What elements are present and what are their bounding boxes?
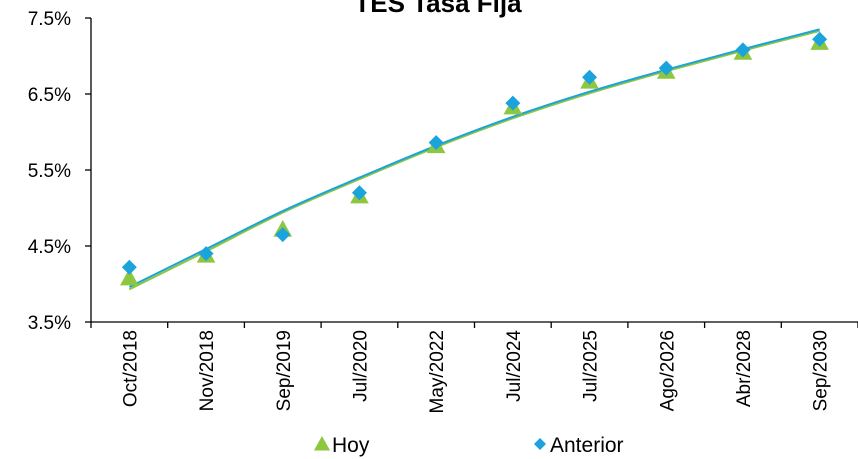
marker-anterior	[658, 60, 674, 76]
axes: 3.5% 4.5% 5.5% 6.5% 7.5% Oct/2018 Nov/2018 Sep/…	[28, 9, 858, 413]
marker-anterior	[275, 227, 291, 243]
legend-marker-hoy	[313, 435, 331, 451]
marker-anterior	[351, 185, 367, 201]
marker-anterior	[428, 135, 444, 151]
marker-anterior	[121, 259, 137, 275]
chart-title: TES Tasa Fija	[354, 0, 522, 18]
marker-hoy	[120, 268, 139, 286]
y-tick-label: 4.5%	[28, 237, 71, 258]
x-tick-label: Jul/2025	[581, 330, 602, 402]
y-tick-label: 5.5%	[28, 161, 71, 182]
x-tick-label: Ago/2026	[657, 330, 678, 411]
x-tick-label: May/2022	[427, 330, 448, 413]
marker-anterior	[582, 69, 598, 85]
trendline-anterior	[128, 28, 820, 288]
marker-anterior	[505, 95, 521, 111]
data-markers	[120, 31, 829, 286]
x-tick-label: Sep/2030	[811, 330, 832, 411]
x-tick-label: Sep/2019	[274, 330, 295, 411]
trendline-hoy	[128, 29, 820, 291]
y-tick-label: 3.5%	[28, 313, 71, 334]
y-tick-label: 7.5%	[28, 9, 71, 30]
x-tick-label: Abr/2028	[734, 330, 755, 407]
marker-anterior	[198, 246, 214, 262]
marker-anterior	[812, 31, 828, 47]
x-tick-label: Jul/2020	[350, 330, 371, 402]
trendlines	[128, 28, 820, 291]
legend-label-anterior: Anterior	[550, 434, 624, 457]
legend: Hoy Anterior	[313, 434, 624, 457]
x-tick-label: Jul/2024	[504, 330, 525, 402]
x-tick-label: Nov/2018	[197, 330, 218, 411]
legend-label-hoy: Hoy	[332, 434, 370, 457]
legend-marker-anterior	[534, 438, 546, 450]
y-tick-label: 6.5%	[28, 85, 71, 106]
marker-anterior	[735, 42, 751, 58]
x-tick-label: Oct/2018	[120, 330, 141, 407]
